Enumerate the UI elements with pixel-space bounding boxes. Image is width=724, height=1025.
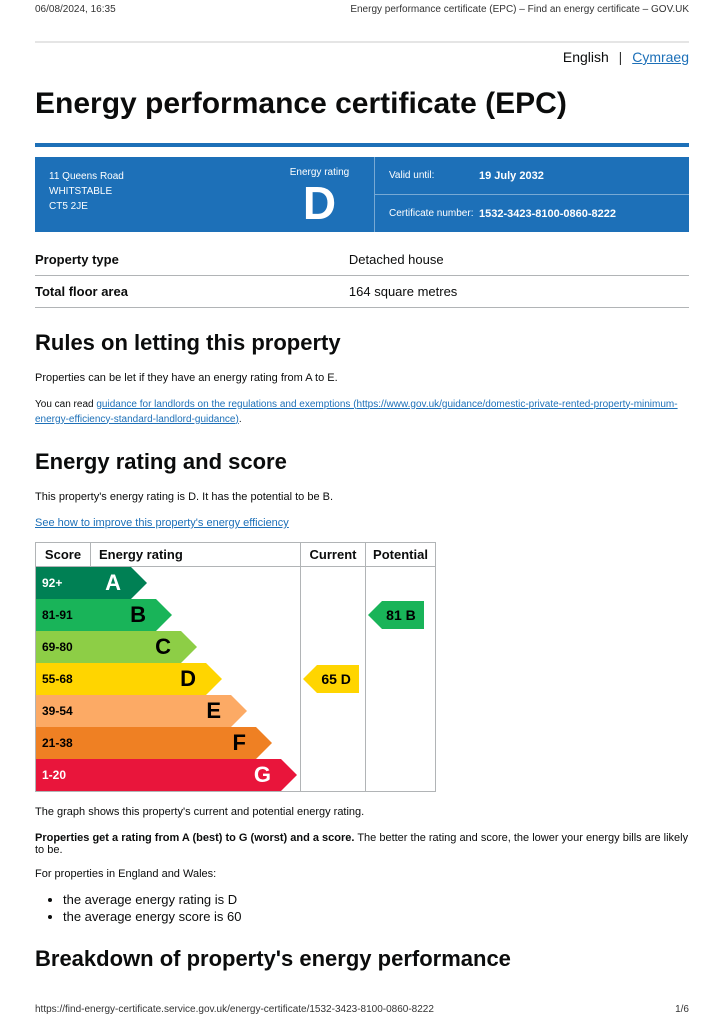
cert-row: Certificate number: 1532-3423-8100-0860-… <box>375 194 689 232</box>
prop-area-value: 164 square metres <box>349 276 689 308</box>
col-rating: Energy rating <box>91 543 300 566</box>
print-title: Energy performance certificate (EPC) – F… <box>350 4 689 15</box>
rules-guidance-link[interactable]: guidance for landlords on the regulation… <box>35 399 678 425</box>
prop-type-value: Detached house <box>349 244 689 276</box>
language-switcher: English | Cymraeg <box>35 41 689 79</box>
prop-area-label: Total floor area <box>35 276 349 308</box>
band-score: 21-38 <box>36 727 91 759</box>
band-row-D: 55-68D <box>36 663 300 695</box>
summary-box: 11 Queens Road WHITSTABLE CT5 2JE Energy… <box>35 157 689 232</box>
rating-grade: D <box>265 180 374 226</box>
footer-url: https://find-energy-certificate.service.… <box>35 1004 434 1015</box>
rules-p2: You can read guidance for landlords on t… <box>35 397 689 427</box>
list-item: the average energy score is 60 <box>63 909 689 924</box>
band-bar: C <box>91 631 181 663</box>
band-bar: F <box>91 727 256 759</box>
rating-heading: Energy rating and score <box>35 449 689 475</box>
potential-marker: 81 B <box>382 601 424 629</box>
valid-value: 19 July 2032 <box>479 170 544 182</box>
cert-value: 1532-3423-8100-0860-8222 <box>479 208 616 220</box>
address-line3: CT5 2JE <box>49 199 251 214</box>
band-row-E: 39-54E <box>36 695 300 727</box>
band-score: 55-68 <box>36 663 91 695</box>
address-line1: 11 Queens Road <box>49 169 251 184</box>
page-title: Energy performance certificate (EPC) <box>35 87 689 121</box>
property-table: Property type Detached house Total floor… <box>35 244 689 308</box>
cert-details: Valid until: 19 July 2032 Certificate nu… <box>375 157 689 232</box>
band-row-C: 69-80C <box>36 631 300 663</box>
chart-header: Score Energy rating Current Potential <box>36 543 435 567</box>
averages-list: the average energy rating is D the avera… <box>63 892 689 924</box>
rules-heading: Rules on letting this property <box>35 330 689 356</box>
lang-cymraeg-link[interactable]: Cymraeg <box>632 49 689 65</box>
address-line2: WHITSTABLE <box>49 184 251 199</box>
valid-row: Valid until: 19 July 2032 <box>375 157 689 194</box>
band-bar: B <box>91 599 156 631</box>
bars-column: 92+A81-91B69-80C55-68D39-54E21-38F1-20G <box>36 567 300 791</box>
band-bar: G <box>91 759 281 791</box>
col-potential: Potential <box>365 543 435 566</box>
print-footer: https://find-energy-certificate.service.… <box>0 996 724 1025</box>
lang-separator: | <box>619 49 623 65</box>
cert-label: Certificate number: <box>389 208 479 219</box>
band-score: 81-91 <box>36 599 91 631</box>
title-underline <box>35 143 689 147</box>
band-score: 69-80 <box>36 631 91 663</box>
print-datetime: 06/08/2024, 16:35 <box>35 4 116 15</box>
address-block: 11 Queens Road WHITSTABLE CT5 2JE <box>35 157 265 232</box>
band-row-B: 81-91B <box>36 599 300 631</box>
chart-caption: The graph shows this property's current … <box>35 806 689 818</box>
rating-block: Energy rating D <box>265 157 375 232</box>
table-row: Property type Detached house <box>35 244 689 276</box>
band-score: 39-54 <box>36 695 91 727</box>
table-row: Total floor area 164 square metres <box>35 276 689 308</box>
rules-p2-prefix: You can read <box>35 399 96 410</box>
col-current: Current <box>300 543 365 566</box>
valid-label: Valid until: <box>389 170 479 181</box>
band-bar: A <box>91 567 131 599</box>
band-row-F: 21-38F <box>36 727 300 759</box>
lang-english: English <box>563 49 609 65</box>
current-marker: 65 D <box>317 665 359 693</box>
rating-p1: This property's energy rating is D. It h… <box>35 489 689 506</box>
improve-link[interactable]: See how to improve this property's energ… <box>35 517 289 529</box>
band-bar: E <box>91 695 231 727</box>
band-row-A: 92+A <box>36 567 300 599</box>
prop-type-label: Property type <box>35 244 349 276</box>
rating-explain-bold: Properties get a rating from A (best) to… <box>35 832 354 844</box>
footer-page: 1/6 <box>675 1004 689 1015</box>
band-bar: D <box>91 663 206 695</box>
rules-p2-suffix: . <box>239 414 242 425</box>
band-score: 1-20 <box>36 759 91 791</box>
band-row-G: 1-20G <box>36 759 300 791</box>
rating-explain: Properties get a rating from A (best) to… <box>35 832 689 856</box>
rules-p1: Properties can be let if they have an en… <box>35 370 689 387</box>
print-header: 06/08/2024, 16:35 Energy performance cer… <box>0 0 724 21</box>
eng-wales-intro: For properties in England and Wales: <box>35 866 689 883</box>
energy-chart: Score Energy rating Current Potential 92… <box>35 542 689 792</box>
potential-column: 81 B <box>365 567 435 791</box>
breakdown-heading: Breakdown of property's energy performan… <box>35 946 689 972</box>
band-score: 92+ <box>36 567 91 599</box>
current-column: 65 D <box>300 567 365 791</box>
col-score: Score <box>36 543 91 566</box>
list-item: the average energy rating is D <box>63 892 689 907</box>
